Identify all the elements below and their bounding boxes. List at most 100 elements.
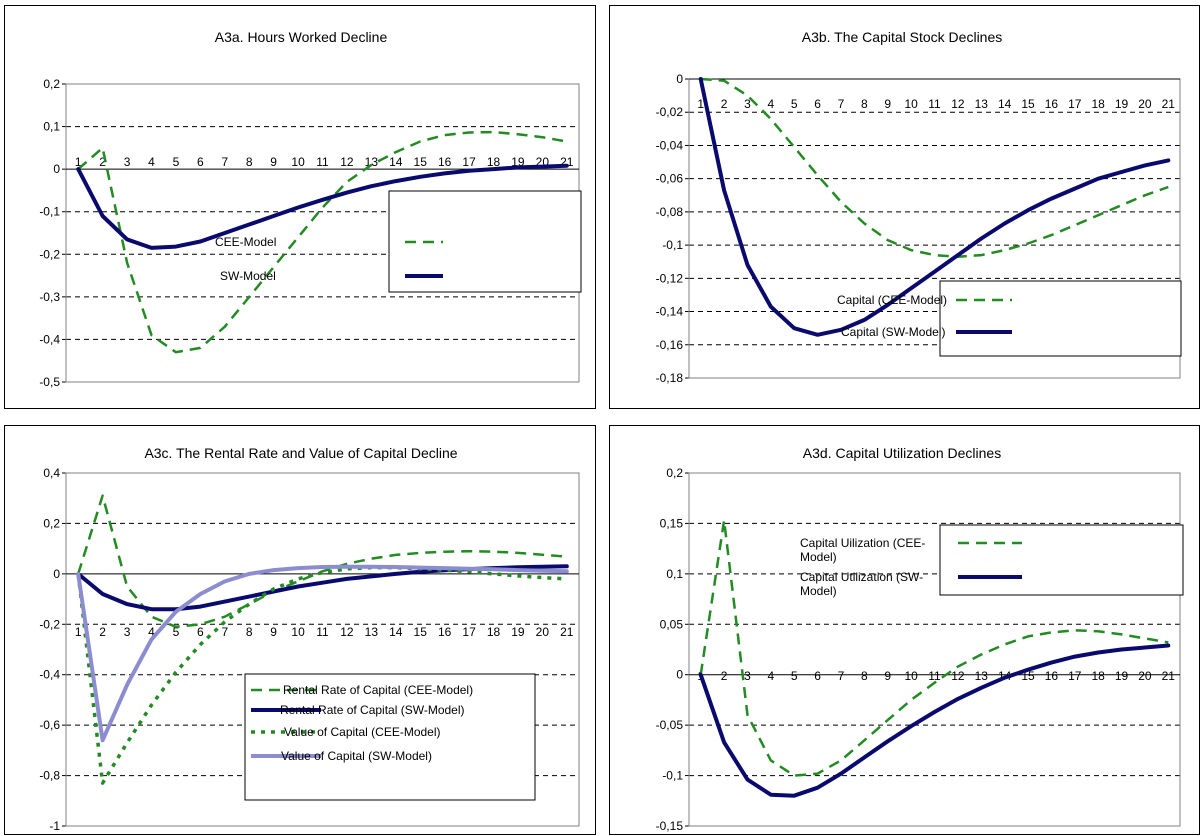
a3c-x-tick-label: 17 xyxy=(462,625,476,639)
a3b-x-tick-label: 17 xyxy=(1068,97,1082,111)
a3a-x-tick-label: 2 xyxy=(99,155,106,169)
a3b-x-tick-label: 9 xyxy=(884,97,891,111)
a3a-series-line-2 xyxy=(76,163,569,250)
a3b-x-tick-label: 8 xyxy=(861,97,868,111)
a3b-x-tick-label: 14 xyxy=(998,97,1012,111)
a3b-x-tick-label: 12 xyxy=(951,97,965,111)
a3d-y-tick-label: 0 xyxy=(676,668,683,682)
a3a-x-tick-label: 17 xyxy=(462,155,476,169)
a3b-x-tick-label: 10 xyxy=(904,97,918,111)
a3a-x-tick-label: 9 xyxy=(270,155,277,169)
a3a-x-tick-label: 4 xyxy=(148,155,155,169)
a3b-y-tick-label: 0 xyxy=(676,72,683,86)
chart-panel-a3a: A3a. Hours Worked Decline 0,2 0,1 0 -0,1 -0,2… xyxy=(4,5,596,409)
a3b-y-tick-label: -0,18 xyxy=(656,371,684,385)
a3c-x-tick-label: 14 xyxy=(389,625,403,639)
a3d-x-tick-label: 19 xyxy=(1115,669,1129,683)
a3c-y-tick-label: -0,6 xyxy=(39,718,60,732)
a3d-x-tick-label: 10 xyxy=(904,669,918,683)
a3d-x-tick-label: 21 xyxy=(1162,669,1176,683)
a3c-y-tick-label: -0,8 xyxy=(39,769,60,783)
a3a-x-tick-label: 12 xyxy=(340,155,354,169)
a3d-x-tick-label: 16 xyxy=(1045,669,1059,683)
a3d-y-tick-label: -0,15 xyxy=(656,819,684,833)
a3a-x-tick-label: 5 xyxy=(173,155,180,169)
a3d-legend-label-2: Model) xyxy=(800,584,837,598)
a3d-x-tick-label: 17 xyxy=(1068,669,1082,683)
a3b-y-tick-label: -0,04 xyxy=(656,138,684,152)
a3c-x-tick-label: 2 xyxy=(99,625,106,639)
a3a-x-tick-label: 6 xyxy=(197,155,204,169)
a3d-legend-label-1: Model) xyxy=(800,550,837,564)
a3c-x-tick-label: 12 xyxy=(340,625,354,639)
a3d-x-tick-label: 8 xyxy=(861,669,868,683)
a3b-x-tick-label: 4 xyxy=(767,97,774,111)
a3d-y-tick-label: 0,1 xyxy=(666,567,683,581)
a3c-legend-label-3: Value of Capital (CEE-Model) xyxy=(284,725,441,739)
a3c-y-tick-label: 0,2 xyxy=(43,516,60,530)
a3d-series-line-2 xyxy=(698,643,1171,798)
a3d-y-tick-label: -0,1 xyxy=(662,769,683,783)
a3d-series-line-1 xyxy=(699,519,1169,777)
a3b-y-tick-label: -0,1 xyxy=(662,238,683,252)
a3d-x-tick-label: 6 xyxy=(814,669,821,683)
a3d-y-tick-label: 0,15 xyxy=(660,516,684,530)
a3d-x-tick-label: 13 xyxy=(975,669,989,683)
a3d-x-tick-label: 4 xyxy=(767,669,774,683)
a3c-x-tick-label: 6 xyxy=(197,625,204,639)
a3b-x-tick-label: 3 xyxy=(744,97,751,111)
a3a-x-tick-label: 13 xyxy=(365,155,379,169)
a3d-x-tick-label: 2 xyxy=(721,669,728,683)
a3d-plot-area xyxy=(688,472,1181,827)
a3c-plot-area xyxy=(65,472,580,827)
a3b-x-tick-label: 19 xyxy=(1115,97,1129,111)
a3a-x-tick-label: 3 xyxy=(124,155,131,169)
chart-panel-a3d: A3d. Capital Utilization Declines 0,2 0,15… xyxy=(609,425,1200,835)
chart-a3c-svg: A3c. The Rental Rate and Value of Capita… xyxy=(39,445,580,833)
a3b-y-tick-label: -0,08 xyxy=(656,205,684,219)
chart-panel-a3c: A3c. The Rental Rate and Value of Capita… xyxy=(4,425,596,835)
a3a-legend-label-1: CEE-Model xyxy=(215,235,276,249)
a3a-x-tick-label: 14 xyxy=(389,155,403,169)
a3d-x-tick-label: 7 xyxy=(838,669,845,683)
a3c-legend xyxy=(244,673,536,801)
a3c-title: A3c. The Rental Rate and Value of Capita… xyxy=(144,445,457,461)
chart-a3d-svg: A3d. Capital Utilization Declines0,20,15… xyxy=(656,445,1184,833)
a3b-x-tick-label: 1 xyxy=(697,97,704,111)
chart-panel-a3b: A3b. The Capital Stock Declines 0 -0,02 -0,… xyxy=(609,5,1200,409)
a3c-x-tick-label: 10 xyxy=(291,625,305,639)
a3b-x-tick-label: 20 xyxy=(1138,97,1152,111)
a3a-y-tick-label: -0,5 xyxy=(39,375,60,389)
a3a-x-tick-label: 11 xyxy=(316,155,329,169)
a3a-y-tick-label: 0,1 xyxy=(43,120,60,134)
a3c-y-tick-label: 0 xyxy=(53,567,60,581)
a3c-y-tick-label: -0,4 xyxy=(39,668,60,682)
a3d-x-tick-label: 18 xyxy=(1091,669,1105,683)
a3b-y-tick-label: -0,16 xyxy=(656,338,684,352)
a3b-y-tick-label: -0,12 xyxy=(656,271,684,285)
a3d-x-tick-label: 5 xyxy=(791,669,798,683)
a3d-x-tick-label: 20 xyxy=(1138,669,1152,683)
a3a-series-line-1 xyxy=(77,130,568,354)
a3a-y-tick-label: -0,3 xyxy=(39,290,60,304)
a3b-title: A3b. The Capital Stock Declines xyxy=(802,29,1003,45)
a3d-legend xyxy=(939,524,1184,596)
a3c-legend-label-1: Rental Rate of Capital (CEE-Model) xyxy=(283,683,473,697)
a3d-legend-label-1: Capital Uilization (CEE- xyxy=(800,536,925,550)
a3b-y-tick-label: -0,02 xyxy=(656,105,684,119)
a3b-series-line-2 xyxy=(698,77,1171,337)
a3d-y-tick-label: 0,2 xyxy=(666,466,683,480)
a3c-x-tick-label: 13 xyxy=(365,625,379,639)
a3c-x-tick-label: 1 xyxy=(75,625,82,639)
a3b-x-tick-label: 21 xyxy=(1162,97,1176,111)
a3b-x-tick-label: 5 xyxy=(791,97,798,111)
a3c-x-tick-label: 19 xyxy=(511,625,525,639)
a3c-x-tick-label: 18 xyxy=(487,625,501,639)
a3a-title: A3a. Hours Worked Decline xyxy=(215,29,388,45)
a3d-title: A3d. Capital Utilization Declines xyxy=(803,445,1001,461)
a3c-x-tick-label: 11 xyxy=(316,625,329,639)
a3b-x-tick-label: 11 xyxy=(928,97,941,111)
a3b-x-tick-label: 6 xyxy=(814,97,821,111)
a3b-legend xyxy=(939,280,1182,357)
a3a-legend-label-2: SW-Model xyxy=(220,269,276,283)
